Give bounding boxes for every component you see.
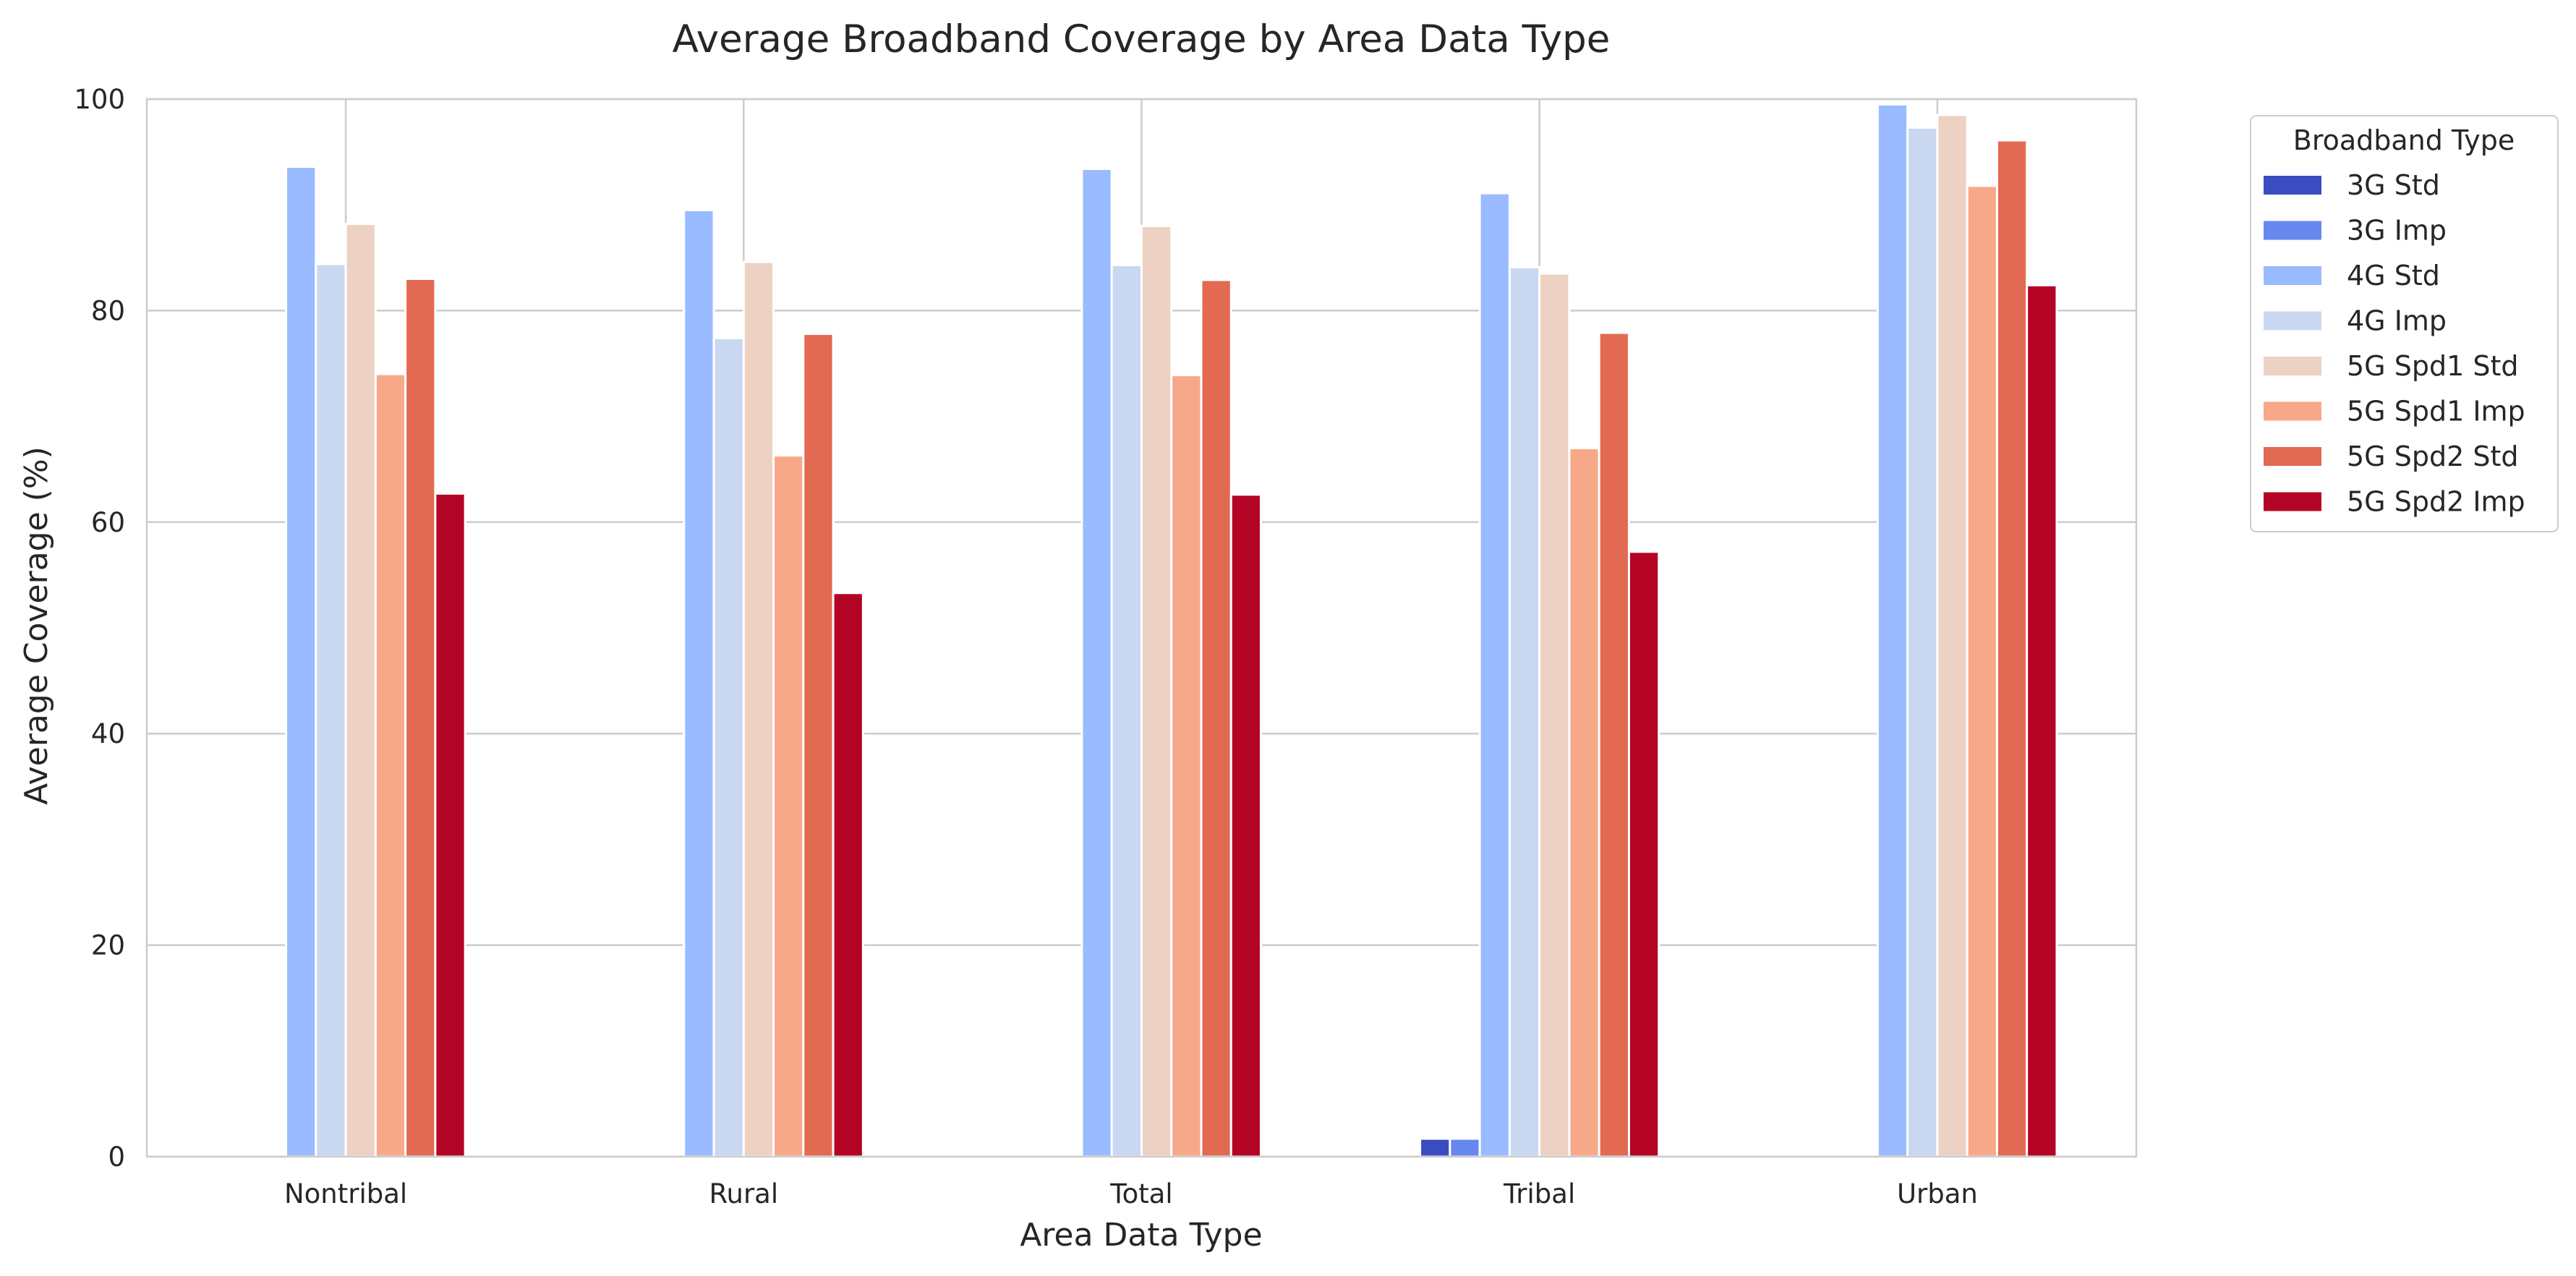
legend-label: 3G Std [2347,169,2440,201]
bar [1598,331,1630,1158]
legend-label: 4G Imp [2347,305,2447,337]
legend-label: 4G Std [2347,260,2440,292]
x-tick-labels: Nontribal Rural Total Tribal Urban [284,1178,1978,1209]
bar [802,333,835,1158]
bar [344,223,377,1158]
bar [1449,1137,1481,1158]
bar [1508,265,1541,1158]
bar [1170,374,1203,1158]
bar [1568,446,1600,1158]
bar [742,260,775,1158]
bar [434,492,466,1158]
bar-groups [285,103,2058,1158]
bar [315,263,347,1158]
bar [404,278,437,1158]
y-axis-title: Average Coverage (%) [18,446,55,805]
legend-label: 5G Spd1 Std [2347,350,2518,382]
x-tick-label: Rural [709,1178,778,1209]
legend-frame [2250,115,2559,532]
legend-label: 5G Spd2 Imp [2347,486,2525,518]
x-tick-label: Nontribal [284,1178,407,1209]
x-tick-label: Urban [1897,1178,1978,1209]
bar [712,336,745,1158]
bar [374,373,407,1158]
y-tick-labels: 0 20 40 60 80 100 [74,84,125,1173]
legend-swatch [2264,266,2321,285]
legend-items: 3G Std 3G Imp 4G Std 4G Imp 5G Spd1 Std 5G Sp… [2264,169,2525,518]
chart-title: Average Broadband Coverage by Area Data … [673,17,1611,61]
legend-swatch [2264,492,2321,511]
bar [1080,167,1113,1158]
bar [1200,278,1232,1158]
legend-item: 5G Spd2 Imp [2264,486,2525,518]
legend-item: 3G Std [2264,169,2440,201]
legend-label: 5G Spd2 Std [2347,441,2518,472]
bar [1538,272,1571,1158]
x-tick-label: Tribal [1503,1178,1575,1209]
legend-title: Broadband Type [2293,124,2515,156]
legend-swatch [2264,401,2321,421]
bar [683,209,715,1158]
legend-label: 5G Spd1 Imp [2347,396,2525,428]
legend: Broadband Type 3G Std 3G Imp 4G Std 4G Imp 5… [2250,115,2559,532]
legend-swatch [2264,357,2321,375]
legend-swatch [2264,221,2321,240]
bar [1876,103,1909,1158]
bar-group [683,209,864,1158]
bar [772,454,805,1158]
bar-group [1876,103,2058,1158]
legend-item: 4G Std [2264,260,2440,292]
bar [1966,184,1998,1158]
bar [1995,139,2029,1158]
legend-label: 3G Imp [2347,215,2447,247]
bar [1140,224,1173,1158]
bar-group [1419,192,1660,1158]
bar [1229,493,1263,1158]
bar [1627,550,1660,1158]
legend-swatch [2264,311,2321,331]
bar [1478,192,1511,1158]
bar-group [285,166,466,1158]
y-tick-label: 60 [91,507,125,538]
legend-swatch [2264,447,2321,466]
legend-item: 5G Spd1 Imp [2264,396,2525,428]
y-tick-label: 40 [91,718,125,749]
bar [1906,126,1939,1158]
legend-item: 3G Imp [2264,215,2447,247]
y-tick-label: 100 [74,84,125,115]
y-tick-label: 20 [91,930,125,961]
plot-frame [145,98,2138,1158]
bar [285,166,317,1158]
legend-item: 5G Spd2 Std [2264,441,2518,472]
legend-swatch [2264,176,2321,195]
legend-item: 5G Spd1 Std [2264,350,2518,382]
y-tick-label: 0 [108,1141,125,1173]
bar [2026,284,2058,1158]
y-tick-label: 80 [91,295,125,326]
bar [1110,264,1143,1158]
bar [1936,114,1969,1158]
x-tick-label: Total [1109,1178,1172,1209]
x-axis-title: Area Data Type [1020,1217,1262,1254]
bar [832,592,864,1158]
legend-item: 4G Imp [2264,305,2447,337]
bar [1419,1137,1451,1158]
